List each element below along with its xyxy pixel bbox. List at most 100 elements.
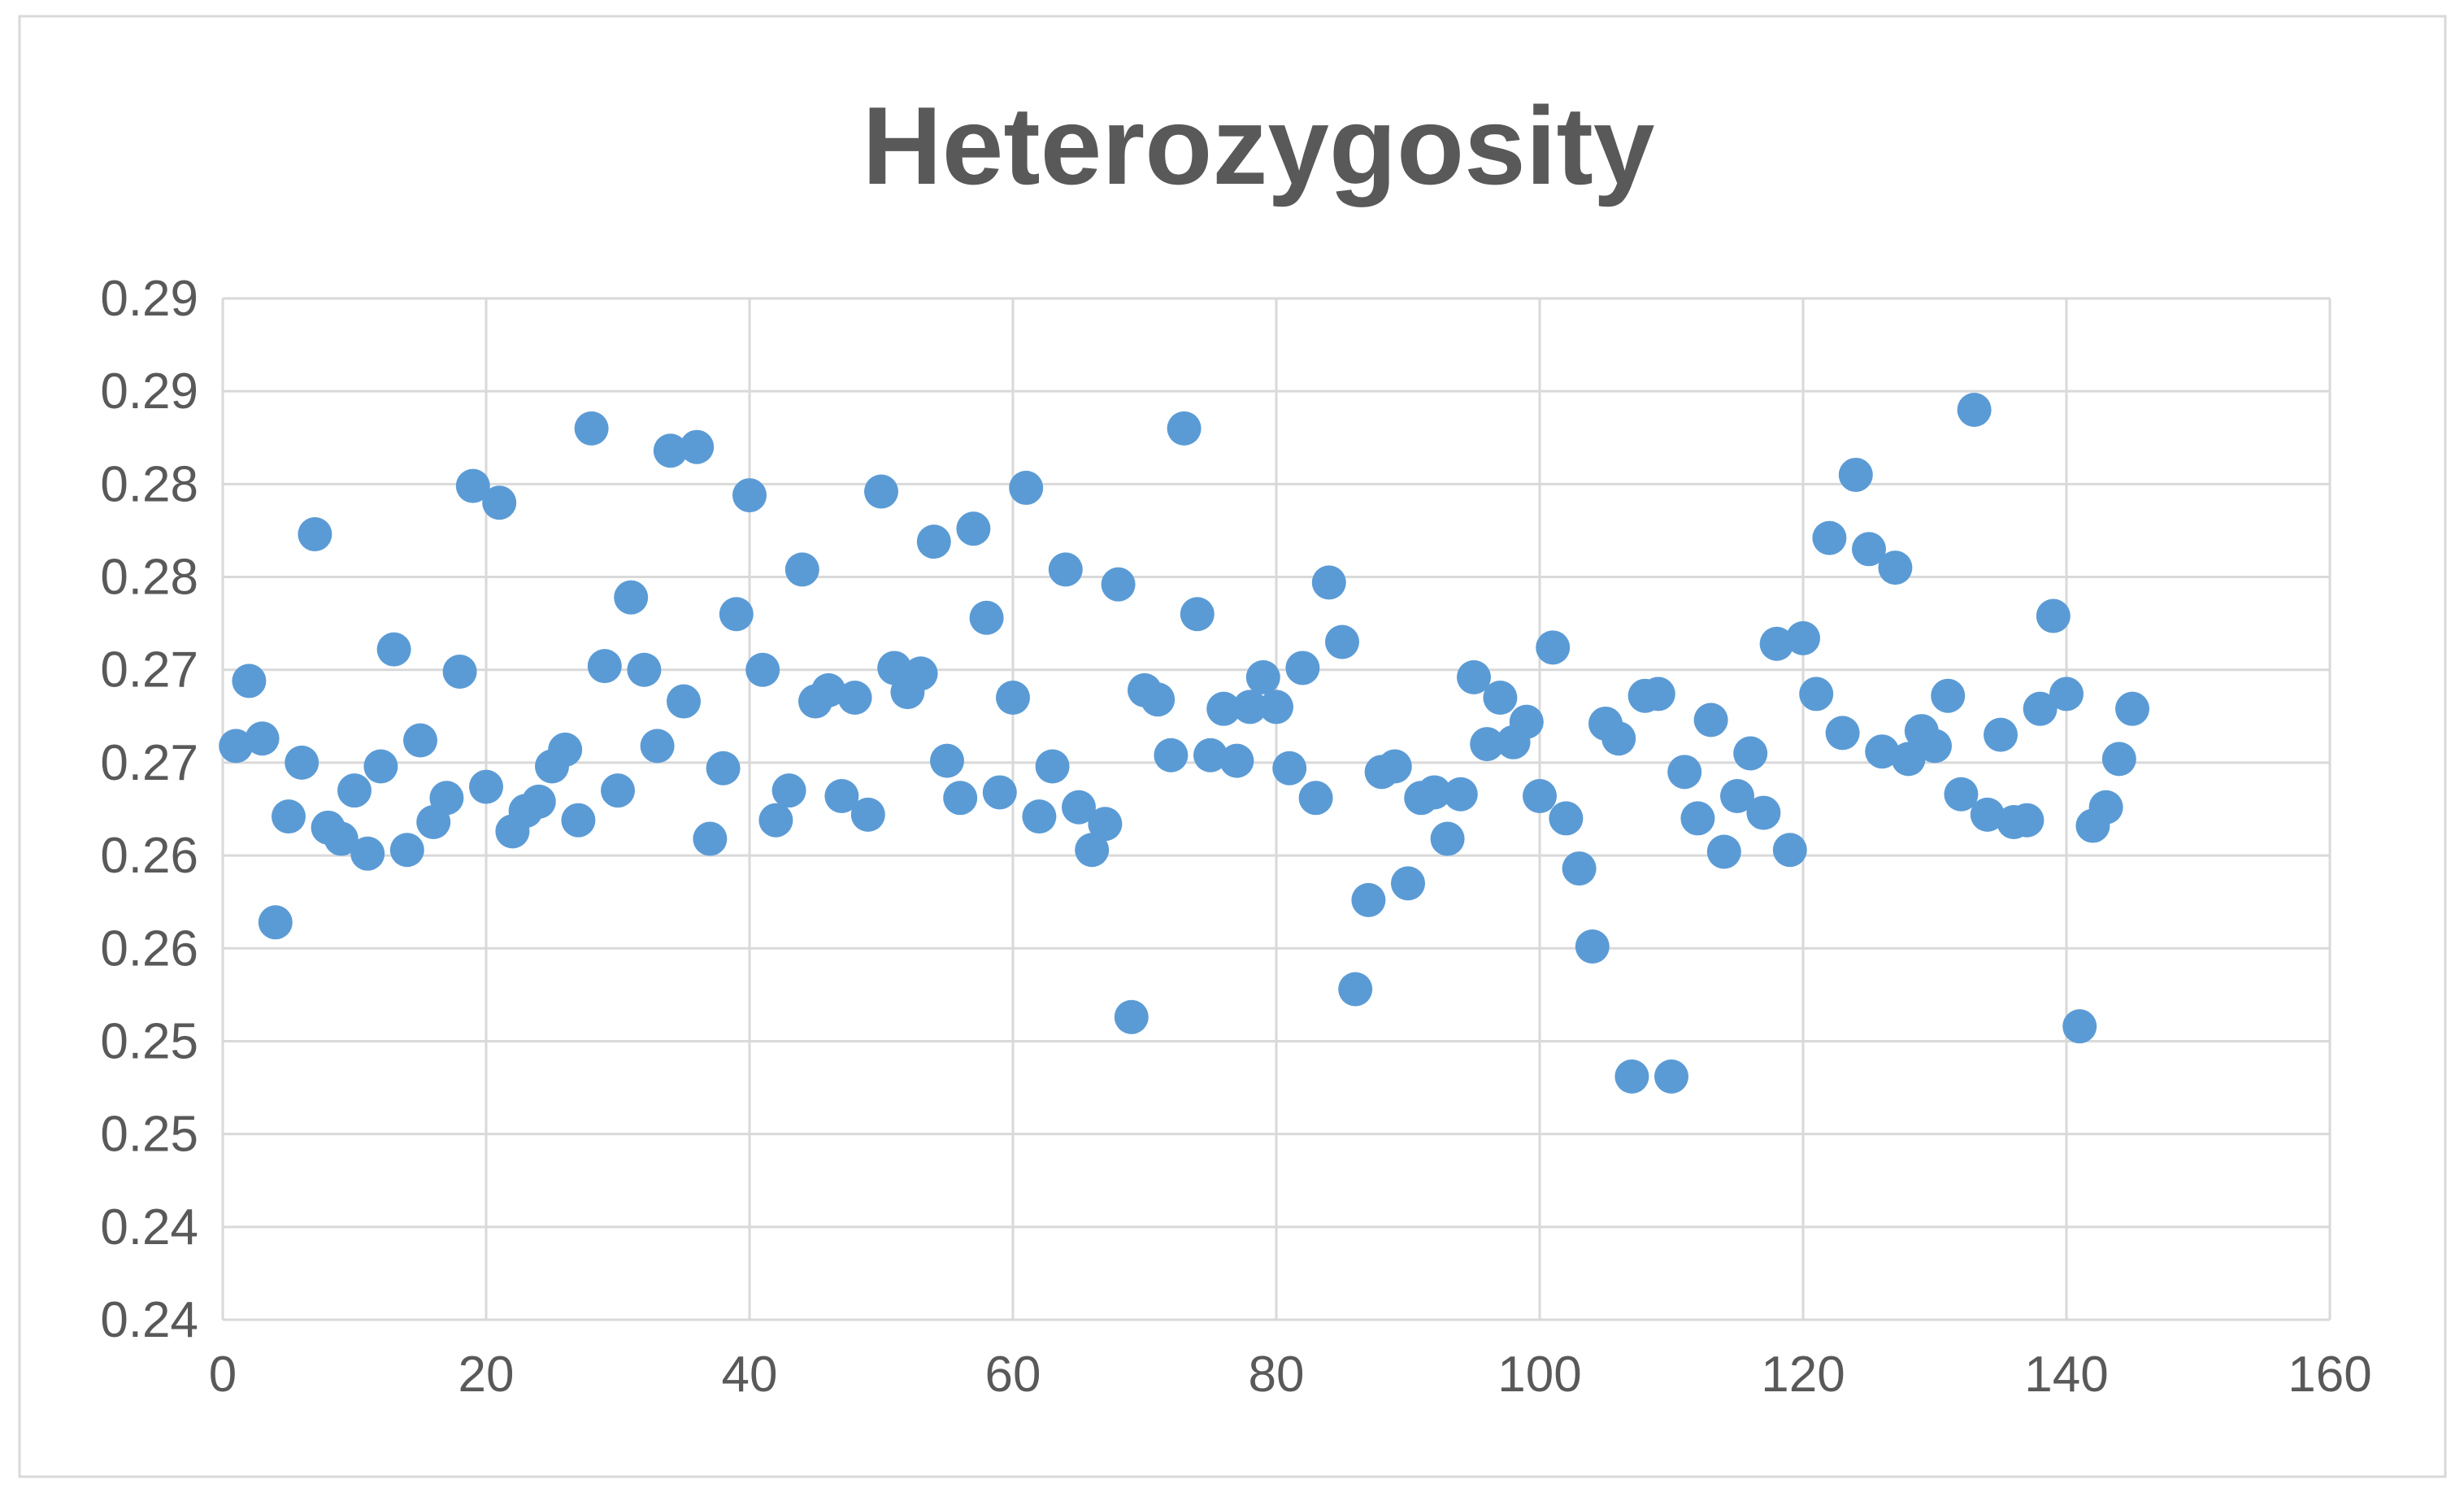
data-point <box>758 803 793 838</box>
data-point <box>1812 520 1847 555</box>
data-point <box>719 597 754 632</box>
data-point <box>1075 833 1110 868</box>
data-point <box>1786 620 1820 655</box>
data-point <box>455 468 490 503</box>
data-point <box>1232 690 1267 725</box>
data-point <box>1101 567 1136 602</box>
data-point <box>693 821 728 856</box>
data-point <box>337 773 372 808</box>
y-tick-label: 0.27 <box>100 735 198 791</box>
data-point <box>1944 777 1979 812</box>
y-tick-label: 0.29 <box>100 363 198 420</box>
data-point <box>1772 833 1807 868</box>
data-point <box>864 474 898 509</box>
data-point <box>956 511 991 546</box>
data-point <box>1891 742 1926 777</box>
data-point <box>1562 851 1597 886</box>
data-point <box>745 652 780 687</box>
x-tick-label: 60 <box>985 1347 1041 1403</box>
data-point <box>824 779 859 814</box>
x-tick-label: 20 <box>458 1347 515 1403</box>
data-point <box>1062 790 1096 825</box>
data-point <box>1470 727 1505 762</box>
data-point <box>1298 781 1333 816</box>
data-point <box>1351 882 1386 917</box>
data-point <box>614 580 649 615</box>
data-point <box>640 729 675 764</box>
data-point <box>996 680 1030 715</box>
data-point <box>930 743 964 778</box>
data-point <box>1667 755 1702 790</box>
data-point <box>1838 457 1873 492</box>
data-point <box>1417 775 1452 810</box>
data-point-layer <box>219 393 2149 1094</box>
data-point <box>706 751 741 785</box>
data-point <box>363 749 398 784</box>
data-point <box>969 600 1004 635</box>
data-point <box>1575 929 1610 964</box>
chart-title: Heterozygosity <box>863 84 1655 207</box>
data-point <box>732 478 767 513</box>
data-point <box>1733 736 1768 771</box>
data-point <box>1245 659 1280 694</box>
data-point <box>1865 734 1900 769</box>
y-tick-label: 0.25 <box>100 1013 198 1069</box>
data-point <box>2062 1009 2097 1044</box>
x-tick-label: 0 <box>209 1347 237 1403</box>
y-tick-label: 0.24 <box>100 1292 198 1348</box>
data-point <box>548 732 583 767</box>
data-point <box>1180 597 1215 632</box>
data-point <box>771 773 806 808</box>
data-point <box>272 799 306 834</box>
data-point <box>943 781 978 816</box>
data-point <box>1154 738 1189 772</box>
data-point <box>1614 1059 1649 1094</box>
data-point <box>389 833 424 868</box>
data-point <box>1009 470 1044 505</box>
data-point <box>1259 690 1293 725</box>
data-point <box>667 684 701 719</box>
data-point <box>1325 624 1359 659</box>
data-point <box>521 784 556 819</box>
data-point <box>469 769 503 804</box>
data-point <box>245 721 280 756</box>
data-point <box>1680 801 1715 836</box>
data-point <box>561 803 596 838</box>
y-tick-label: 0.26 <box>100 920 198 977</box>
data-point <box>1984 717 2018 752</box>
data-point <box>653 433 688 468</box>
data-point <box>1430 821 1465 856</box>
y-tick-label: 0.26 <box>100 828 198 884</box>
y-tick-label: 0.25 <box>100 1107 198 1163</box>
data-point <box>298 517 332 552</box>
data-point <box>680 429 715 464</box>
data-point <box>376 632 411 667</box>
data-point <box>1443 777 1478 812</box>
data-point <box>1878 550 1913 585</box>
data-point <box>219 729 254 764</box>
data-point <box>1746 795 1781 830</box>
data-point <box>1957 393 1992 428</box>
data-point <box>2010 803 2045 838</box>
data-point <box>811 672 846 707</box>
data-point <box>903 656 938 691</box>
data-point <box>1022 799 1057 834</box>
data-point <box>1852 532 1886 567</box>
data-point <box>1219 743 1254 778</box>
data-point <box>1285 651 1320 685</box>
x-tick-label: 80 <box>1249 1347 1305 1403</box>
data-point <box>1654 1059 1688 1094</box>
data-point <box>258 905 293 940</box>
x-tick-label: 100 <box>1497 1347 1581 1403</box>
data-point <box>601 773 635 808</box>
data-point <box>784 552 819 587</box>
data-point <box>1048 552 1083 587</box>
x-tick-label: 160 <box>2288 1347 2371 1403</box>
data-point <box>1338 972 1373 1007</box>
data-point <box>1141 682 1176 717</box>
data-point <box>350 836 385 871</box>
y-tick-label: 0.24 <box>100 1199 198 1255</box>
data-point <box>1167 411 1202 446</box>
data-point <box>627 652 662 687</box>
data-point <box>916 524 951 559</box>
